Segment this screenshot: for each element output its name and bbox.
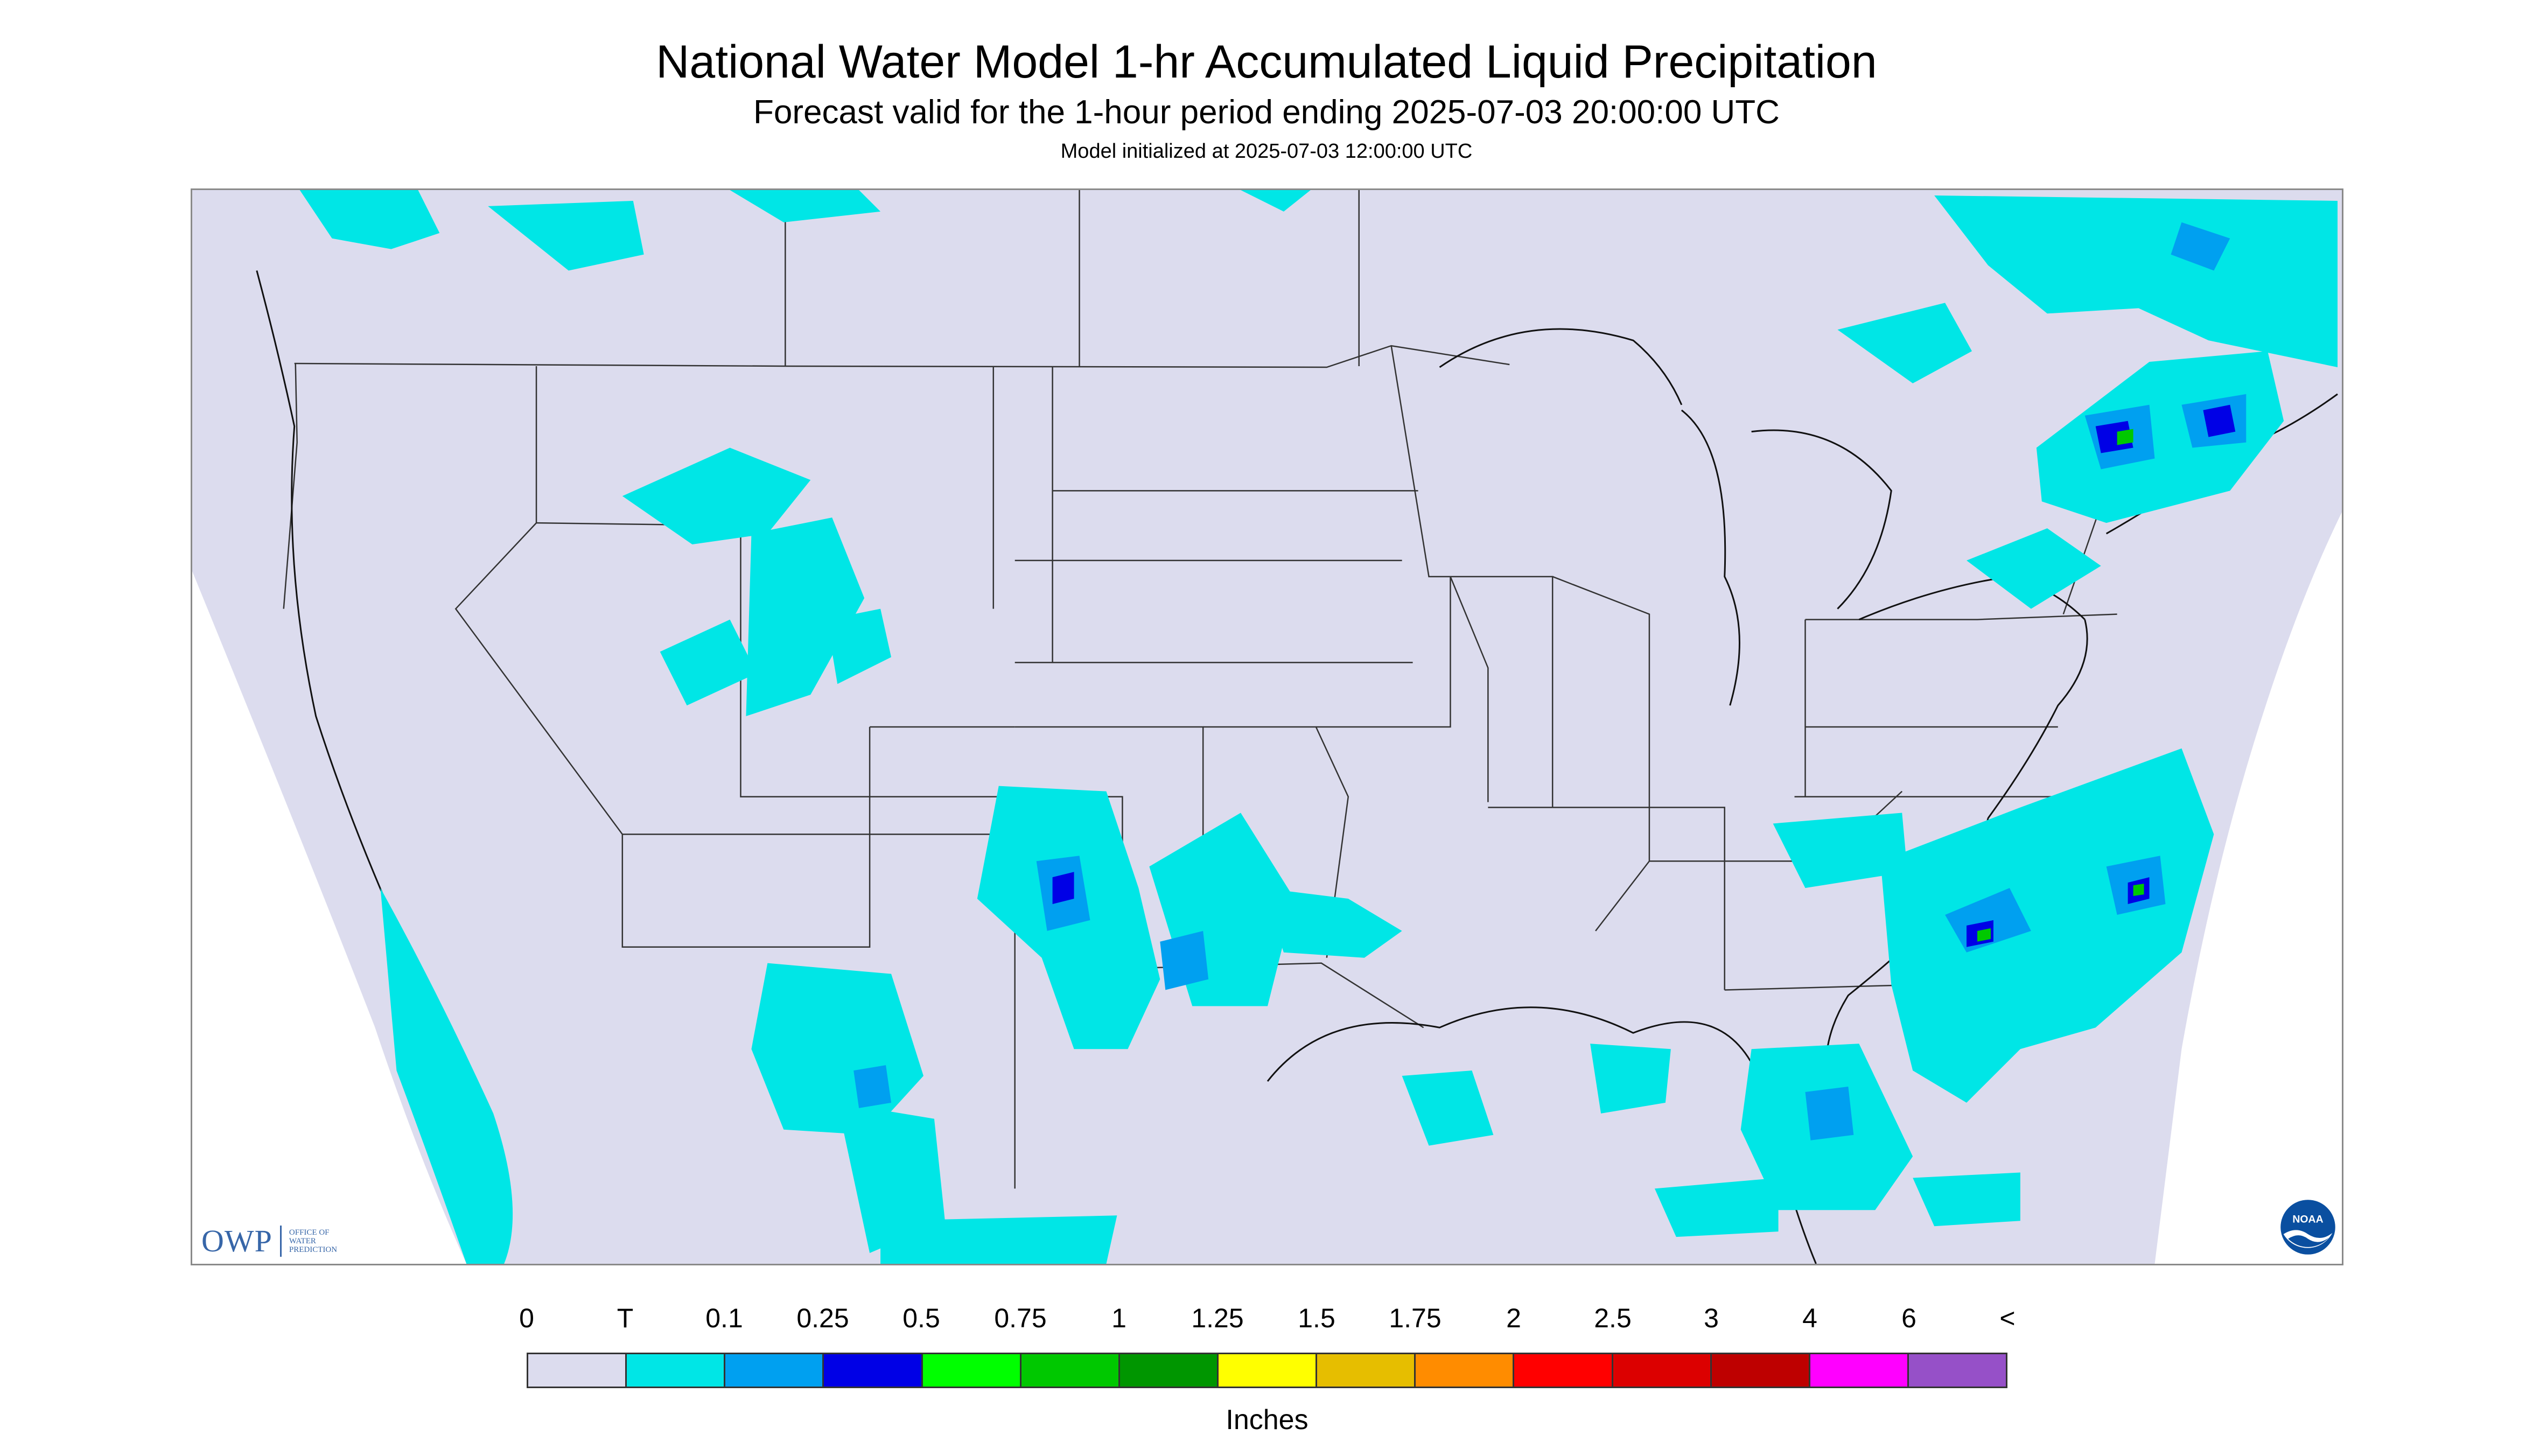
legend-label: T: [617, 1303, 634, 1333]
legend-label: <: [1999, 1303, 2016, 1333]
legend-label: 3: [1704, 1303, 1719, 1333]
model-init-label: Model initialized at 2025-07-03 12:00:00…: [1060, 140, 1473, 163]
legend-color-box: [1613, 1354, 1712, 1387]
legend-label: 2.5: [1594, 1303, 1632, 1333]
legend-color-box: [1810, 1354, 1909, 1387]
noaa-logo: NOAA: [2279, 1199, 2336, 1256]
legend-color-box: [627, 1354, 726, 1387]
legend-color-box: [1514, 1354, 1613, 1387]
legend-color-box: [528, 1354, 627, 1387]
legend-label: 1.75: [1389, 1303, 1442, 1333]
legend-color-box: [1021, 1354, 1120, 1387]
legend-label: 4: [1802, 1303, 1817, 1333]
precip-moderate: [1052, 404, 2236, 947]
legend-color-box: [1711, 1354, 1810, 1387]
owp-logo-text: Office of Water Prediction: [289, 1228, 338, 1254]
legend-color-box: [1218, 1354, 1318, 1387]
legend-label: 0.25: [796, 1303, 849, 1333]
legend-label: 2: [1506, 1303, 1521, 1333]
precip-heavy: [1977, 429, 2144, 942]
precip-trace: [299, 190, 2338, 1264]
legend-label: 6: [1901, 1303, 1916, 1333]
legend-label: 0.1: [705, 1303, 743, 1333]
legend-color-bar: [527, 1353, 2007, 1388]
legend: 0 T 0.1 0.25 0.5 0.75 1 1.25 1.5 1.75 2 …: [519, 1303, 2016, 1439]
owp-logo-mark: OWP: [201, 1226, 282, 1257]
legend-label: 1.5: [1298, 1303, 1335, 1333]
legend-label: 0.5: [902, 1303, 940, 1333]
noaa-logo-text: NOAA: [2292, 1213, 2323, 1225]
legend-color-box: [1317, 1354, 1416, 1387]
legend-color-box: [725, 1354, 824, 1387]
map-canvas: [192, 190, 2342, 1264]
legend-label: 1: [1111, 1303, 1126, 1333]
legend-label: 1.25: [1191, 1303, 1244, 1333]
legend-labels: 0 T 0.1 0.25 0.5 0.75 1 1.25 1.5 1.75 2 …: [519, 1303, 2016, 1337]
legend-color-box: [1908, 1354, 2006, 1387]
owp-logo: OWP Office of Water Prediction: [201, 1225, 337, 1257]
precipitation-map: [191, 188, 2343, 1265]
legend-color-box: [824, 1354, 923, 1387]
legend-label: 0: [519, 1303, 534, 1333]
legend-color-box: [1119, 1354, 1219, 1387]
legend-color-box: [922, 1354, 1021, 1387]
map-title: National Water Model 1-hr Accumulated Li…: [656, 36, 1877, 88]
legend-units: Inches: [1226, 1404, 1309, 1436]
legend-color-box: [1416, 1354, 1515, 1387]
legend-label: 0.75: [994, 1303, 1047, 1333]
map-subtitle: Forecast valid for the 1-hour period end…: [753, 94, 1780, 131]
